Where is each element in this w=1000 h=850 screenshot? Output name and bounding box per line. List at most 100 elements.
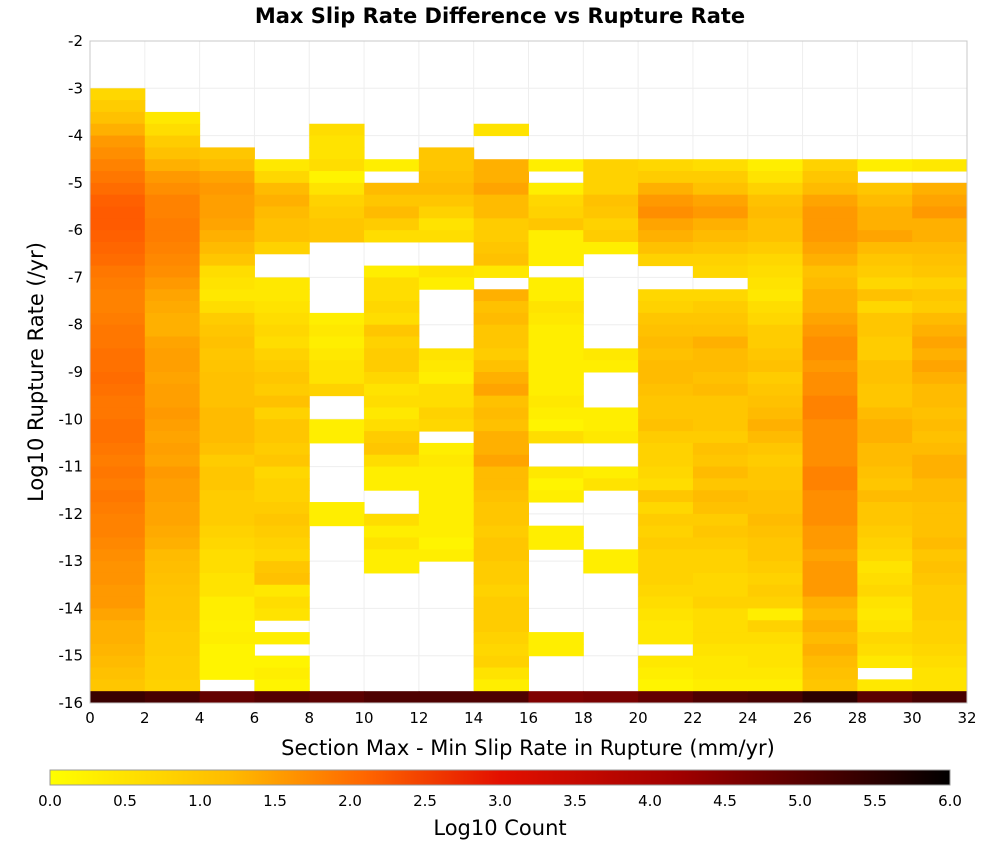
heatmap-cell <box>747 265 804 278</box>
heatmap-cell <box>309 194 365 207</box>
heatmap-cell <box>473 171 529 184</box>
heatmap-cell <box>309 502 365 515</box>
heatmap-cell <box>747 561 804 574</box>
heatmap-cell <box>912 478 968 491</box>
heatmap-cell <box>747 454 804 468</box>
heatmap-cell <box>418 419 475 432</box>
heatmap-cell <box>638 667 694 680</box>
heatmap-cell <box>199 159 255 172</box>
heatmap-cell <box>692 596 749 609</box>
heatmap-cell <box>528 395 584 408</box>
heatmap-cell <box>528 336 584 349</box>
heatmap-cell <box>692 691 749 703</box>
heatmap-cell <box>747 608 804 621</box>
heatmap-cell <box>418 372 475 385</box>
heatmap-cell <box>857 502 913 515</box>
heatmap-cell <box>857 584 913 598</box>
heatmap-cell <box>638 395 694 408</box>
heatmap-cell <box>528 383 584 397</box>
heatmap-cell <box>583 691 639 703</box>
heatmap-cell <box>583 561 639 574</box>
heatmap-cell <box>747 572 804 586</box>
heatmap-cell <box>90 478 146 491</box>
heatmap-cell <box>857 218 913 231</box>
heatmap-cell <box>583 549 639 562</box>
heatmap-cell <box>254 324 310 338</box>
heatmap-cell <box>473 253 529 267</box>
heatmap-cell <box>473 348 529 361</box>
y-tick-label: -13 <box>59 552 84 570</box>
heatmap-cell <box>912 348 968 361</box>
heatmap-cell <box>199 182 255 196</box>
heatmap-cell <box>692 502 749 515</box>
colorbar-tick-label: 5.5 <box>863 792 887 810</box>
heatmap-cell <box>199 230 255 243</box>
heatmap-cell <box>583 419 639 432</box>
heatmap-cell <box>802 265 858 278</box>
heatmap-cell <box>692 171 749 184</box>
heatmap-cell <box>254 218 310 231</box>
heatmap-cell <box>254 159 310 172</box>
heatmap-cell <box>528 182 584 196</box>
y-tick-label: -9 <box>68 363 83 381</box>
heatmap-cell <box>747 632 804 645</box>
x-axis-ticks: 0 2 4 6 8 10 12 14 16 18 20 22 24 26 28 30 32 <box>85 709 976 727</box>
heatmap-cell <box>692 655 749 669</box>
x-tick-label: 16 <box>519 709 538 727</box>
heatmap-cell <box>747 584 804 598</box>
heatmap-cell <box>747 620 804 633</box>
heatmap-cell <box>90 525 146 538</box>
heatmap-cell <box>912 277 968 290</box>
heatmap-cell <box>802 395 858 408</box>
heatmap-cell <box>90 230 146 243</box>
heatmap-cell <box>309 431 365 444</box>
heatmap-cell <box>802 312 858 326</box>
heatmap-cell <box>802 679 858 692</box>
heatmap-cell <box>802 348 858 361</box>
heatmap-cell <box>528 466 584 479</box>
heatmap-cell <box>528 537 584 550</box>
heatmap-cell <box>638 241 694 255</box>
heatmap-cell <box>802 289 858 302</box>
heatmap-cell <box>364 230 420 243</box>
heatmap-cell <box>90 336 146 349</box>
heatmap-cell <box>802 159 858 172</box>
x-tick-label: 18 <box>574 709 593 727</box>
heatmap-cell <box>90 312 146 326</box>
heatmap-cell <box>692 383 749 397</box>
heatmap-cell <box>364 561 420 574</box>
heatmap-cell <box>912 253 968 267</box>
heatmap-cell <box>692 241 749 255</box>
heatmap-cell <box>144 348 201 361</box>
heatmap-cell <box>364 336 420 349</box>
heatmap-cell <box>418 277 475 290</box>
heatmap-cell <box>638 679 694 692</box>
heatmap-cell <box>364 395 420 408</box>
heatmap-cell <box>418 549 475 562</box>
heatmap-cell <box>857 513 913 527</box>
heatmap-cell <box>364 159 420 172</box>
heatmap-cell <box>144 383 201 397</box>
heatmap-cell <box>747 643 804 657</box>
heatmap-cell <box>638 324 694 338</box>
colorbar-label: Log10 Count <box>433 816 566 840</box>
heatmap-cell <box>912 525 968 538</box>
heatmap-cell <box>144 171 201 184</box>
heatmap-cell <box>747 336 804 349</box>
heatmap-cell <box>144 301 201 314</box>
heatmap-cell <box>473 182 529 196</box>
heatmap-cell <box>144 596 201 609</box>
heatmap-cell <box>802 442 858 456</box>
heatmap-cell <box>144 561 201 574</box>
heatmap-cell <box>473 537 529 550</box>
heatmap-cell <box>692 395 749 408</box>
heatmap-cell <box>638 572 694 586</box>
heatmap-cell <box>364 478 420 491</box>
heatmap-cell <box>638 608 694 621</box>
heatmap-cell <box>254 572 310 586</box>
y-axis-label: Log10 Rupture Rate (/yr) <box>24 242 48 502</box>
heatmap-cell <box>418 537 475 550</box>
heatmap-cell <box>199 171 255 184</box>
heatmap-cell <box>692 194 749 207</box>
heatmap-cell <box>418 454 475 468</box>
